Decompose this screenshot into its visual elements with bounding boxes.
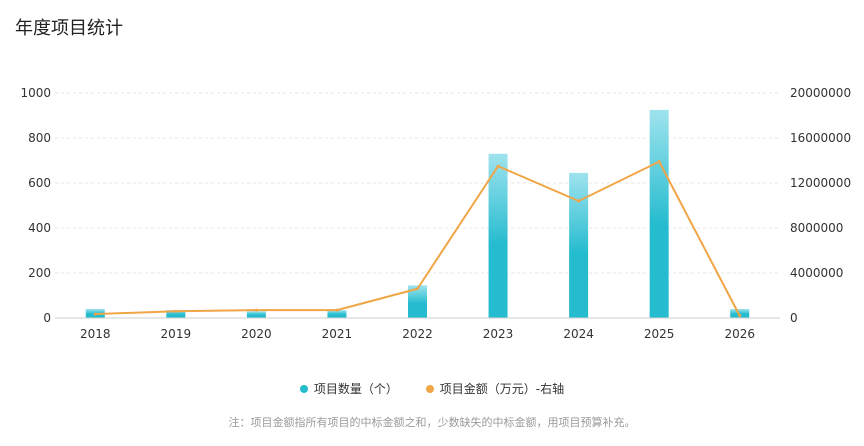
y-left-tick-label: 1000	[20, 86, 51, 100]
legend-item-amount[interactable]: 项目金额（万元）-右轴	[425, 380, 565, 397]
y-left-tick-label: 600	[28, 176, 51, 190]
y-right-tick-label: 20000000	[790, 86, 851, 100]
line-point	[657, 160, 661, 164]
x-tick-label: 2019	[161, 327, 192, 341]
line-point	[496, 164, 500, 168]
line-point	[174, 309, 178, 313]
y-left-tick-label: 400	[28, 221, 51, 235]
y-left-tick-label: 800	[28, 131, 51, 145]
bar-series	[85, 109, 750, 318]
x-tick-label: 2025	[644, 327, 675, 341]
line-series	[93, 160, 742, 318]
line-point	[335, 308, 339, 312]
x-tick-label: 2023	[483, 327, 514, 341]
bar	[327, 310, 347, 318]
line-point	[416, 287, 419, 291]
y-left-tick-label: 0	[43, 311, 51, 325]
line-point	[738, 314, 742, 318]
footnote: 注：项目金额指所有项目的中标金额之和，少数缺失的中标金额，用项目预算补充。	[228, 416, 636, 429]
bar	[408, 285, 427, 318]
legend-label-amount: 项目金额（万元）-右轴	[439, 382, 565, 396]
y-right-tick-label: 0	[790, 311, 798, 325]
legend-dot-amount	[425, 384, 434, 393]
x-tick-label: 2026	[724, 327, 755, 341]
y-right-tick-label: 8000000	[790, 221, 843, 235]
x-tick-label: 2018	[80, 327, 111, 341]
legend: 项目数量（个） 项目金额（万元）-右轴	[0, 380, 864, 397]
legend-dot-count	[299, 384, 308, 393]
bar	[246, 311, 266, 318]
x-tick-label: 2024	[563, 327, 594, 341]
bar	[649, 109, 669, 318]
chart-title: 年度项目统计	[15, 18, 123, 39]
grid-lines	[55, 92, 780, 274]
bar	[488, 153, 508, 318]
x-tick-label: 2021	[322, 327, 353, 341]
y-right-tick-label: 16000000	[790, 131, 851, 145]
y-left-tick-label: 200	[28, 266, 51, 280]
x-tick-label: 2022	[402, 327, 433, 341]
line-point	[254, 308, 258, 312]
bar	[569, 172, 589, 318]
legend-label-count: 项目数量（个）	[313, 382, 398, 396]
x-tick-label: 2020	[241, 327, 272, 341]
line-point	[93, 312, 97, 316]
y-right-tick-label: 4000000	[790, 266, 843, 280]
chart-canvas: 0 200 400 600 800 1000 0 4000000 8000000 12000000…	[20, 86, 851, 341]
legend-item-count[interactable]: 项目数量（个）	[299, 380, 398, 397]
y-right-tick-label: 12000000	[790, 176, 851, 190]
bar	[166, 310, 186, 318]
line-point	[577, 199, 581, 203]
axes: 0 200 400 600 800 1000 0 4000000 8000000 12000000…	[20, 86, 851, 341]
bar	[730, 309, 750, 318]
